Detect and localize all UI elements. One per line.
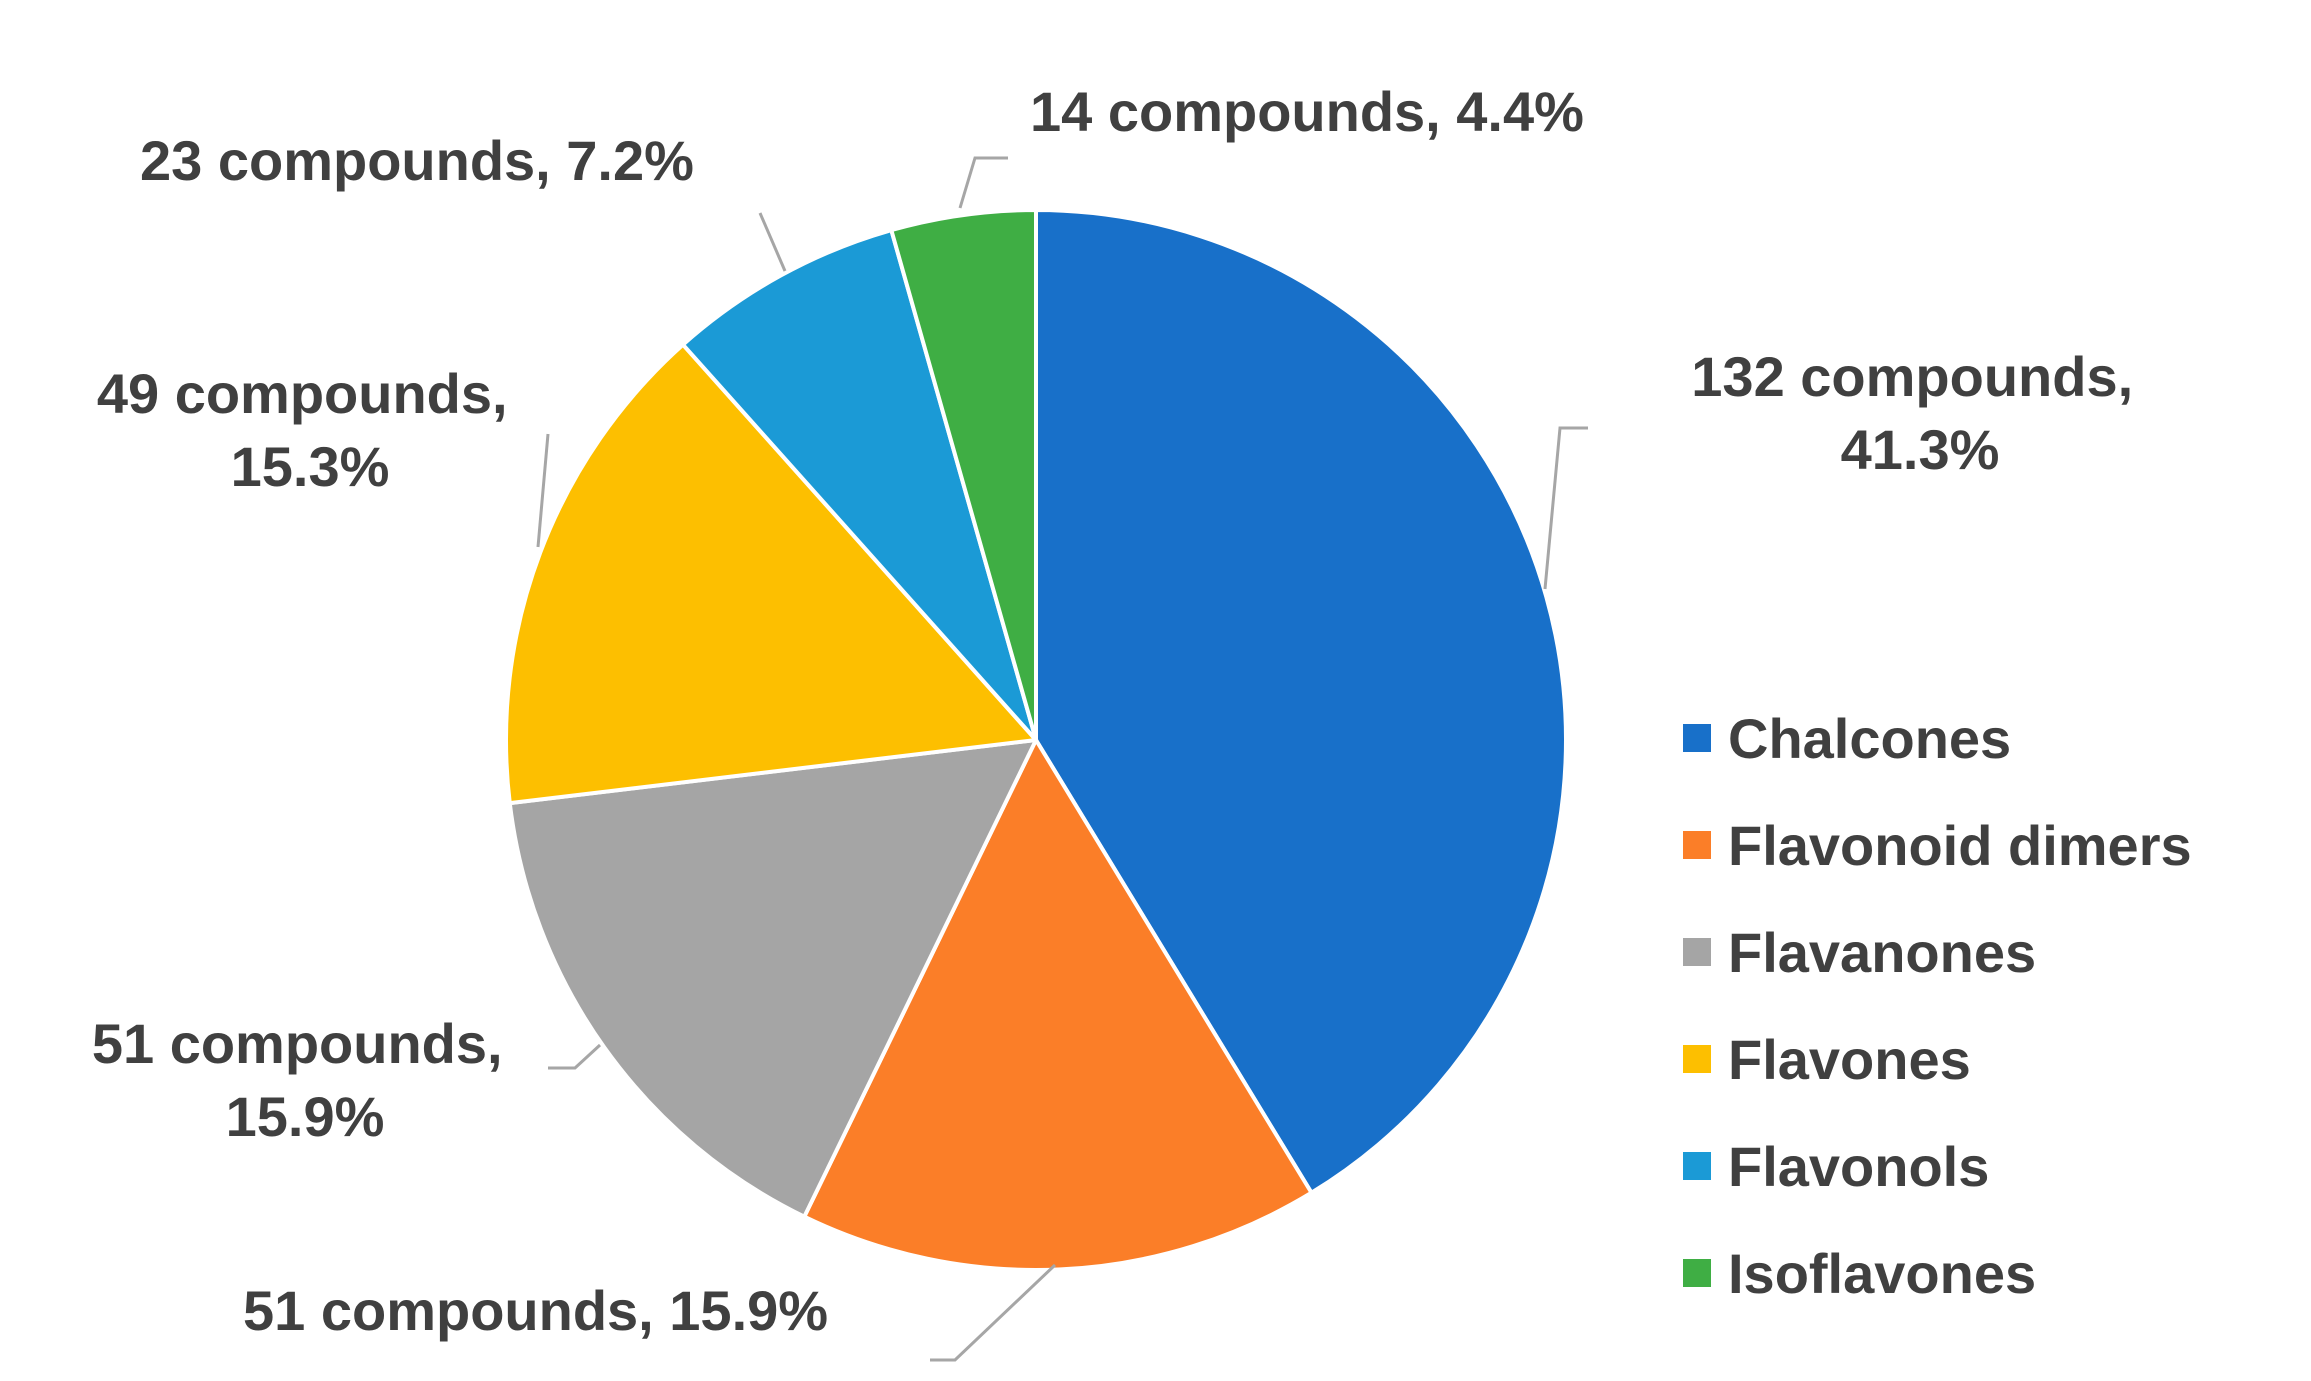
- legend: Chalcones Flavonoid dimers Flavanones Flavo…: [1683, 707, 2192, 1305]
- legend-item-isoflavones: Isoflavones: [1683, 1242, 2036, 1305]
- legend-label-flavonols: Flavonols: [1728, 1135, 1989, 1198]
- leader-line-flavonoid-dimers: [930, 1263, 1057, 1362]
- pie-slices: [504, 208, 1568, 1272]
- data-label-chalcones: 132 compounds, 41.3%: [1691, 345, 2148, 481]
- leader-lines: [536, 156, 1588, 1362]
- legend-item-flavonols: Flavonols: [1683, 1135, 1989, 1198]
- leader-line-flavones: [536, 433, 550, 548]
- legend-swatch-flavanones: [1683, 938, 1711, 966]
- legend-label-flavonoid-dimers: Flavonoid dimers: [1728, 814, 2192, 877]
- data-label-isoflavones: 14 compounds, 4.4%: [1030, 80, 1584, 143]
- pie-slice-flavones: [504, 342, 1038, 806]
- legend-item-flavonoid-dimers: Flavonoid dimers: [1683, 814, 2192, 877]
- pie-slice-flavonols: [681, 228, 1038, 742]
- data-label-flavones: 49 compounds, 15.3%: [97, 362, 523, 498]
- legend-item-flavanones: Flavanones: [1683, 921, 2036, 984]
- legend-label-chalcones: Chalcones: [1728, 707, 2011, 770]
- legend-item-chalcones: Chalcones: [1683, 707, 2011, 770]
- data-label-flavonols: 23 compounds, 7.2%: [140, 129, 694, 192]
- legend-item-flavones: Flavones: [1683, 1028, 1971, 1091]
- data-label-flavanones: 51 compounds, 15.9%: [92, 1012, 518, 1148]
- pie-slice-flavanones: [507, 738, 1038, 1219]
- pie-slice-flavonoid-dimers: [802, 738, 1314, 1272]
- legend-swatch-flavonols: [1683, 1152, 1711, 1180]
- pie-slice-chalcones: [1034, 208, 1568, 1195]
- legend-swatch-flavones: [1683, 1045, 1711, 1073]
- legend-swatch-flavonoid-dimers: [1683, 831, 1711, 859]
- leader-line-flavanones: [548, 1043, 602, 1070]
- data-labels: 132 compounds, 41.3% 51 compounds, 15.9%…: [92, 80, 2148, 1342]
- leader-line-chalcones: [1543, 426, 1588, 590]
- legend-label-flavones: Flavones: [1728, 1028, 1971, 1091]
- legend-swatch-isoflavones: [1683, 1259, 1711, 1287]
- leader-line-flavonols: [758, 212, 787, 272]
- legend-label-isoflavones: Isoflavones: [1728, 1242, 2036, 1305]
- pie-slice-isoflavones: [889, 208, 1038, 742]
- data-label-flavonoid-dimers: 51 compounds, 15.9%: [243, 1279, 828, 1342]
- legend-label-flavanones: Flavanones: [1728, 921, 2036, 984]
- legend-swatch-chalcones: [1683, 724, 1711, 752]
- leader-line-isoflavones: [958, 156, 1008, 209]
